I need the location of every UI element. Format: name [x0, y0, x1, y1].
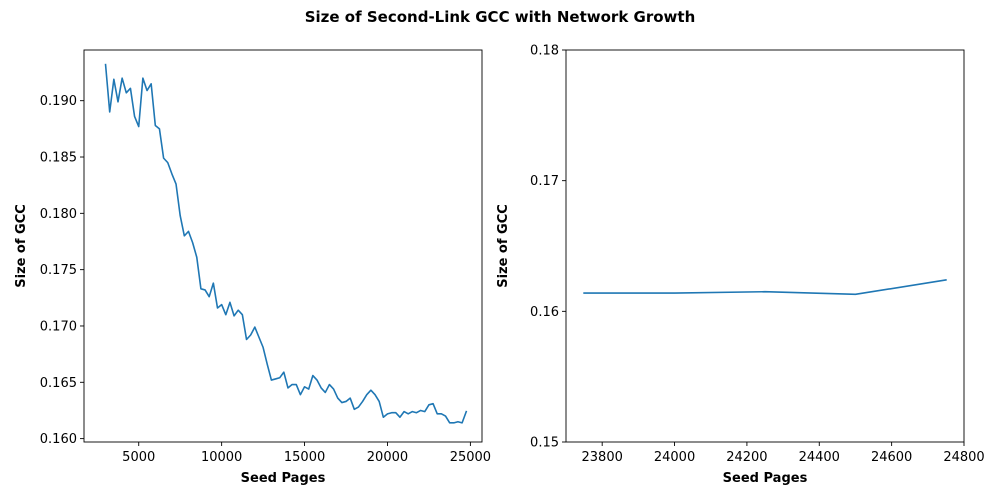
- y-tick-label: 0.180: [40, 207, 77, 222]
- figure-title: Size of Second-Link GCC with Network Gro…: [305, 8, 696, 26]
- x-tick-label: 20000: [367, 450, 408, 465]
- y-tick-label: 0.18: [530, 44, 559, 59]
- y-tick-label: 0.175: [40, 263, 77, 278]
- x-tick-label: 5000: [122, 450, 155, 465]
- plot-frame: [565, 49, 965, 443]
- x-tick-label: 23800: [582, 450, 623, 465]
- series-line-1: [583, 279, 947, 296]
- x-tick-label: 10000: [201, 450, 242, 465]
- y-tick-label: 0.17: [530, 174, 559, 189]
- chart-panel-2: 23800 24000 24200 24400 24600 24800 0.15 0.16 0.…: [496, 44, 985, 487]
- y-axis-label: Size of GCC: [496, 204, 511, 288]
- x-axis-label: Seed Pages: [241, 471, 326, 486]
- y-tick-label: 0.165: [40, 376, 77, 391]
- plot-frame: [83, 49, 483, 443]
- y-tick-label: 0.185: [40, 151, 77, 166]
- x-tick-label: 24600: [871, 450, 912, 465]
- x-tick-label: 25000: [450, 450, 491, 465]
- y-tick-label: 0.170: [40, 319, 77, 334]
- x-tick-label: 24400: [799, 450, 840, 465]
- y-axis-label: Size of GCC: [14, 204, 29, 288]
- x-tick-label: 24200: [726, 450, 767, 465]
- y-tick-label: 0.15: [530, 436, 559, 451]
- y-tick-label: 0.190: [40, 94, 77, 109]
- x-tick-label: 24000: [654, 450, 695, 465]
- y-tick-label: 0.160: [40, 432, 77, 447]
- y-tick-label: 0.16: [530, 305, 559, 320]
- x-axis-label: Seed Pages: [723, 471, 808, 486]
- x-tick-label: 24800: [943, 450, 984, 465]
- x-tick-label: 15000: [284, 450, 325, 465]
- series-line-1: [104, 63, 468, 424]
- chart-panel-1: 5000 10000 15000 20000 25000 0.160 0.165 0.170 0…: [14, 49, 491, 486]
